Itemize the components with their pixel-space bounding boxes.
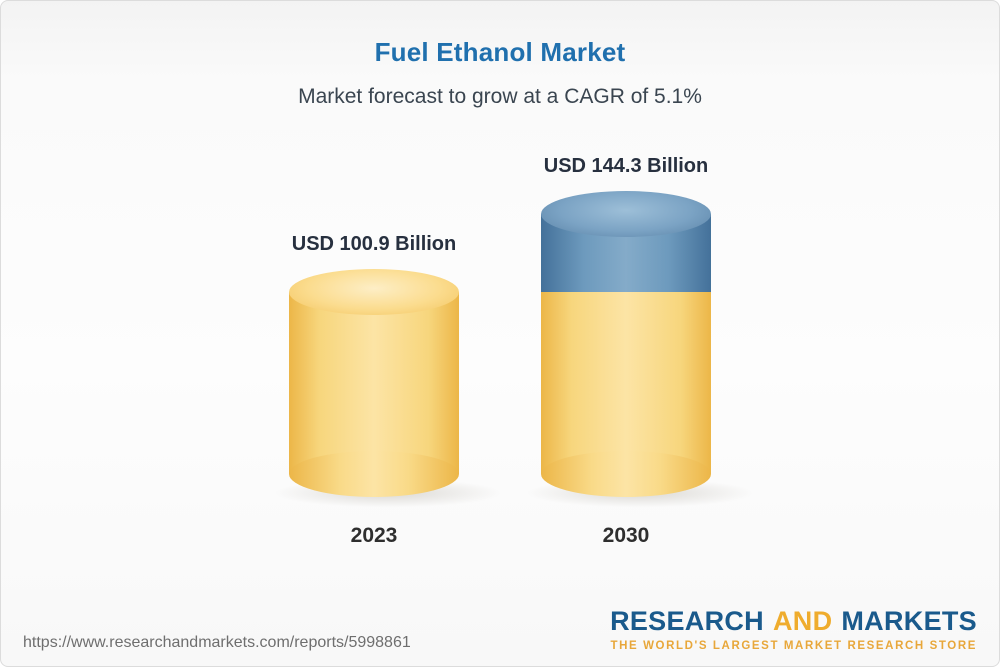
cylinder-top-cap	[289, 269, 459, 316]
cylinder-shape	[541, 191, 711, 497]
segment-gold	[289, 292, 459, 474]
cylinder	[270, 269, 506, 508]
cylinder-bottom-cap	[541, 450, 711, 497]
cylinder-shape	[289, 269, 459, 497]
segment-gold	[541, 292, 711, 474]
chart-title: Fuel Ethanol Market	[374, 37, 626, 67]
cylinder	[522, 191, 758, 508]
bar-2030: USD 144.3 Billion 2030	[522, 155, 758, 548]
value-label: USD 100.9 Billion	[291, 233, 457, 256]
value-label: USD 144.3 Billion	[543, 155, 709, 177]
cylinder-top-cap	[541, 191, 711, 237]
logo-word-and: AND	[772, 606, 833, 636]
logo-wordmark: RESEARCH AND MARKETS	[610, 606, 977, 637]
researchandmarkets-logo: RESEARCH AND MARKETS THE WORLD'S LARGEST…	[610, 606, 977, 652]
logo-tagline: THE WORLD'S LARGEST MARKET RESEARCH STOR…	[610, 640, 977, 652]
year-label: 2023	[350, 523, 398, 547]
bar-2023: USD 100.9 Billion 2023	[270, 233, 506, 548]
footer: https://www.researchandmarkets.com/repor…	[1, 606, 999, 666]
logo-word-markets: MARKETS	[841, 606, 977, 636]
year-label: 2030	[602, 523, 650, 547]
cylinder-bottom-cap	[289, 450, 459, 497]
source-url[interactable]: https://www.researchandmarkets.com/repor…	[23, 634, 411, 651]
bar-chart: USD 100.9 Billion 2023 USD 144.3 Billion 20…	[1, 155, 999, 548]
logo-word-research: RESEARCH	[610, 606, 764, 636]
chart-subtitle: Market forecast to grow at a CAGR of 5.1…	[298, 85, 702, 108]
